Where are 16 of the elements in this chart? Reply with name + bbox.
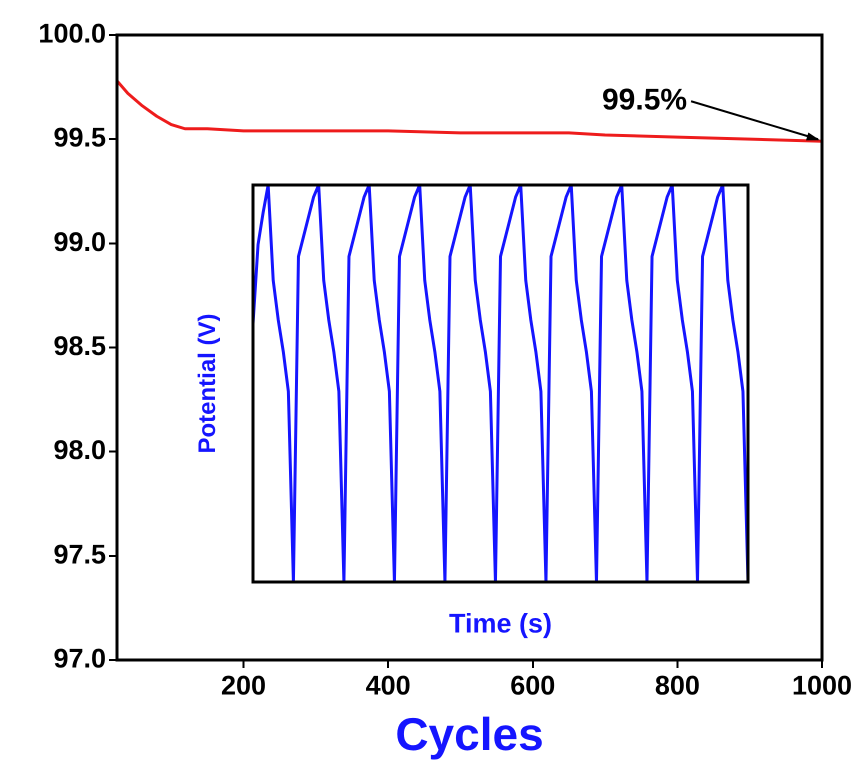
y-tick-label: 99.5 [53,122,106,153]
x-tick-label: 200 [221,670,266,701]
x-tick-label: 400 [366,670,411,701]
y-tick-label: 98.5 [53,330,106,361]
y-tick-label: 98.0 [53,435,106,466]
annotation: 99.5% [602,84,688,117]
x-tick-label: 800 [654,670,700,701]
y-tick-label: 99.0 [53,226,106,257]
y-tick-label: 100.0 [38,18,106,48]
x-axis-title: Time (s) [448,608,552,638]
x-axis-title: Cycles [395,708,544,760]
x-tick-label: 1000 [792,670,852,701]
y-tick-label: 97.0 [53,643,106,674]
y-tick-label: 97.5 [53,539,106,570]
x-tick-label: 600 [510,670,556,701]
y-axis-title: Potential (V) [194,313,222,454]
